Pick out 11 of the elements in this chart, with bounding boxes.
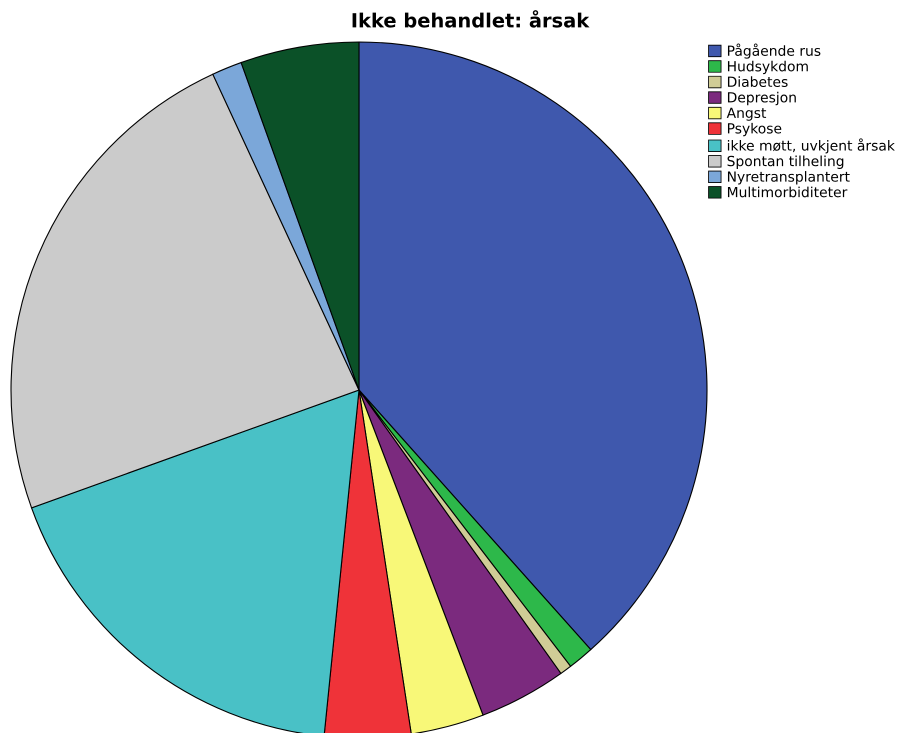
legend-label: Diabetes bbox=[728, 76, 788, 87]
legend-label: Nyretransplantert bbox=[728, 171, 850, 184]
legend-label: ikke møtt, uvkjent årsak bbox=[728, 138, 895, 154]
legend-label: Depresjon bbox=[728, 92, 796, 106]
legend-label: Spontan tilheling bbox=[728, 156, 844, 169]
legend-label: Multimorbiditeter bbox=[728, 186, 848, 198]
legend-label: Pågående rus bbox=[728, 44, 820, 59]
legend-label: Hudsykdom bbox=[728, 60, 808, 74]
chart-title: Ikke behandlet: årsak bbox=[352, 10, 590, 28]
legend-label: Angst bbox=[726, 108, 766, 121]
legend-label: Psykose bbox=[728, 122, 782, 136]
